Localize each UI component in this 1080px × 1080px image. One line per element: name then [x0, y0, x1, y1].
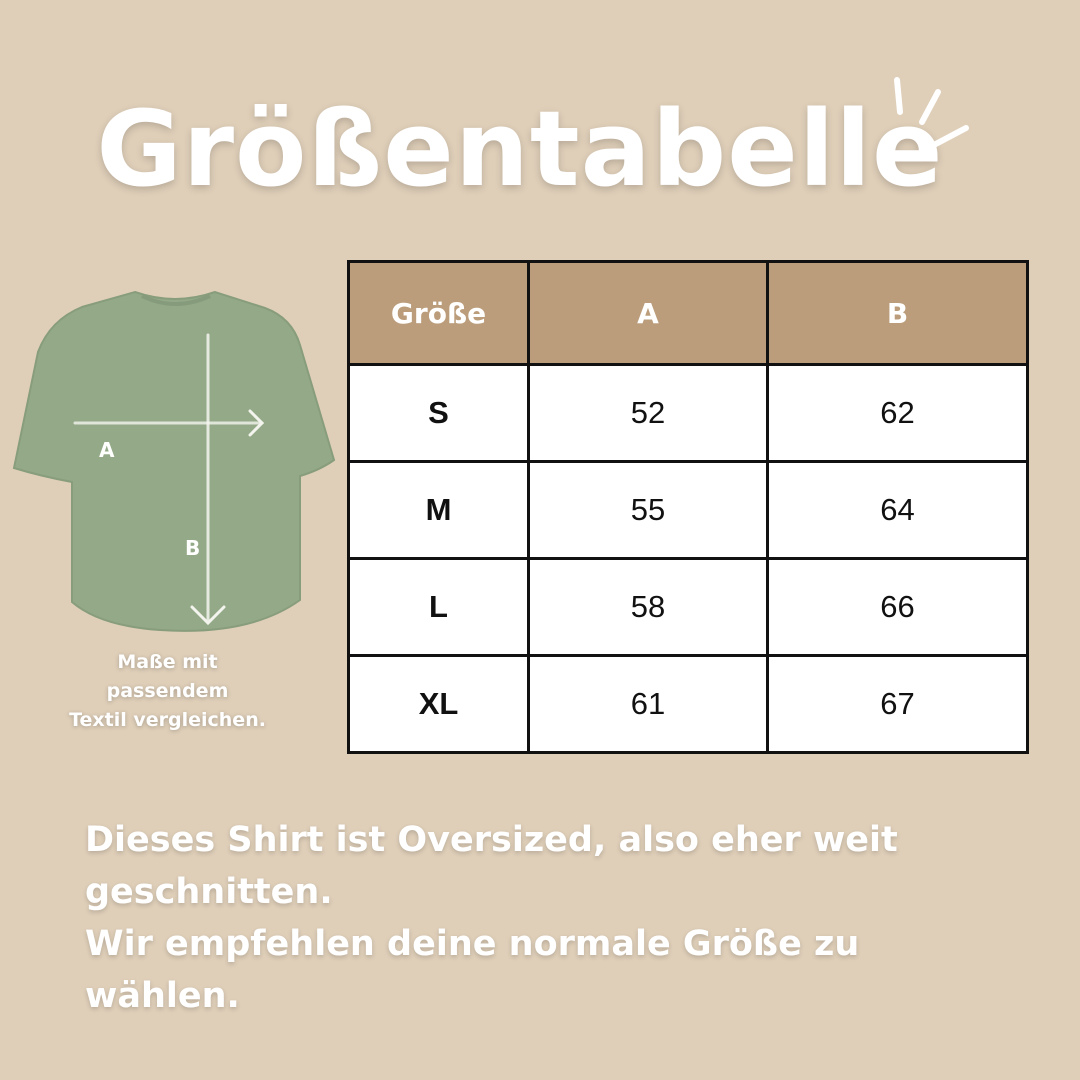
- header-size: Größe: [347, 260, 530, 366]
- size-cell: S: [347, 363, 530, 463]
- arrow-b-icon: [190, 333, 226, 626]
- value-b-cell: 64: [766, 460, 1029, 560]
- caption-line: Textil vergleichen.: [69, 709, 266, 731]
- value-a-cell: 52: [527, 363, 769, 463]
- header-b: B: [766, 260, 1029, 366]
- header-a: A: [527, 260, 769, 366]
- value-a-cell: 55: [527, 460, 769, 560]
- caption-line: passendem: [106, 680, 229, 702]
- arrow-a-icon: [73, 409, 265, 437]
- fit-note: Dieses Shirt ist Oversized, also eher we…: [85, 814, 985, 1022]
- note-line-2: Wir empfehlen deine normale Größe zu wäh…: [85, 924, 860, 1016]
- diagram-caption: Maße mit passendem Textil vergleichen.: [40, 648, 295, 735]
- page-title: Größentabelle: [96, 88, 944, 210]
- table-row: XL 61 67: [347, 654, 1029, 754]
- measure-label-a: A: [99, 438, 115, 462]
- table-row: M 55 64: [347, 460, 1029, 560]
- size-cell: L: [347, 557, 530, 657]
- value-b-cell: 66: [766, 557, 1029, 657]
- value-b-cell: 62: [766, 363, 1029, 463]
- value-a-cell: 58: [527, 557, 769, 657]
- caption-line: Maße mit: [117, 651, 218, 673]
- table-row: L 58 66: [347, 557, 1029, 657]
- measure-label-b: B: [185, 536, 201, 560]
- value-a-cell: 61: [527, 654, 769, 754]
- value-b-cell: 67: [766, 654, 1029, 754]
- shirt-icon: [12, 290, 336, 632]
- note-line-1: Dieses Shirt ist Oversized, also eher we…: [85, 820, 898, 912]
- size-cell: M: [347, 460, 530, 560]
- size-cell: XL: [347, 654, 530, 754]
- table-row: S 52 62: [347, 363, 1029, 463]
- sparkle-icon: [894, 77, 969, 149]
- size-table: Größe A B S 52 62 M 55 64 L 58 66 XL 61 …: [347, 260, 1029, 754]
- table-header-row: Größe A B: [347, 260, 1029, 366]
